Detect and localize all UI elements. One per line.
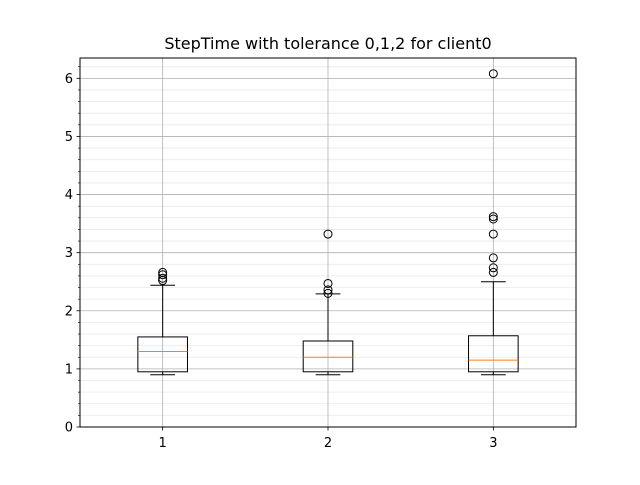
outlier-point [488, 253, 498, 263]
outlier-point [158, 270, 168, 280]
outlier-point [158, 267, 168, 277]
outlier-point [488, 267, 498, 277]
y-tick-label: 5 [65, 130, 73, 145]
tick-layer: 0 1 2 3 4 5 6 1 2 3 [65, 66, 497, 451]
box-group-3 [468, 69, 519, 376]
outlier-point [323, 278, 333, 288]
outlier-point [323, 285, 333, 295]
iqr-box [468, 335, 519, 373]
x-tick-label: 3 [489, 436, 497, 451]
x-tick-label: 2 [324, 436, 332, 451]
chart-title: StepTime with tolerance 0,1,2 for client… [164, 34, 491, 53]
outlier-point [323, 229, 333, 239]
iqr-box [302, 340, 354, 373]
box-layer [137, 69, 519, 376]
outlier-point [488, 212, 498, 222]
iqr-box [137, 336, 188, 373]
y-tick-label: 4 [65, 188, 73, 203]
grid-layer [80, 58, 576, 428]
outlier-point [488, 263, 498, 273]
outlier-point [488, 214, 498, 224]
y-tick-label: 6 [65, 72, 73, 87]
outlier-point [488, 229, 498, 239]
outlier-point [488, 69, 498, 79]
y-tick-label: 1 [65, 362, 73, 377]
outlier-point [323, 288, 333, 298]
y-tick-label: 3 [65, 246, 73, 261]
outlier-point [158, 273, 168, 283]
box-group-1 [137, 267, 188, 376]
x-tick-label: 1 [159, 436, 167, 451]
y-tick-label: 0 [65, 421, 73, 436]
box-group-2 [302, 229, 354, 376]
y-tick-label: 2 [65, 304, 73, 319]
